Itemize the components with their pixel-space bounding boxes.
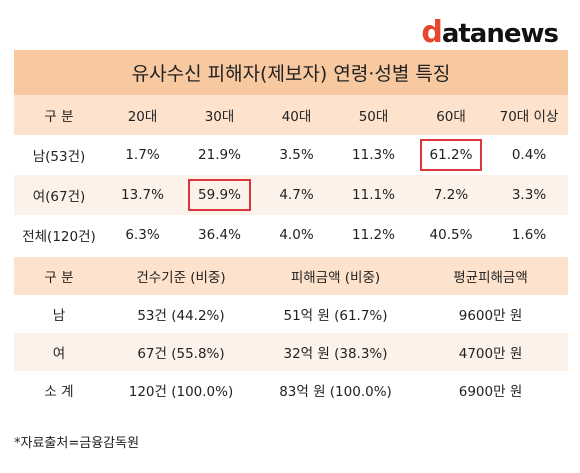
highlighted-cell: 59.9% bbox=[181, 175, 258, 215]
highlight-box: 61.2% bbox=[419, 139, 483, 171]
row-label: 여 bbox=[14, 333, 104, 371]
table-cell: 6.3% bbox=[104, 215, 181, 255]
table-cell: 11.2% bbox=[335, 215, 412, 255]
header-cell: 60대 bbox=[412, 95, 490, 135]
table-row: 여(67건) 13.7% 59.9% 4.7% 11.1% 7.2% 3.3% bbox=[14, 175, 568, 215]
amount-table-header-row: 구 분 건수기준 (비중) 피해금액 (비중) 평균피해금액 bbox=[14, 257, 568, 295]
amount-table: 구 분 건수기준 (비중) 피해금액 (비중) 평균피해금액 남 53건 (44… bbox=[14, 257, 568, 409]
table-cell: 4.7% bbox=[258, 175, 335, 215]
highlighted-cell: 61.2% bbox=[412, 135, 490, 175]
table-cell: 7.2% bbox=[412, 175, 490, 215]
row-label: 소 계 bbox=[14, 371, 104, 409]
table-cell: 4700만 원 bbox=[413, 333, 568, 371]
table-row: 소 계 120건 (100.0%) 83억 원 (100.0%) 6900만 원 bbox=[14, 371, 568, 409]
header-cell: 50대 bbox=[335, 95, 412, 135]
header-cell: 70대 이상 bbox=[490, 95, 568, 135]
row-label: 전체(120건) bbox=[14, 215, 104, 255]
header-cell: 피해금액 (비중) bbox=[258, 257, 413, 295]
age-table-header-row: 구 분 20대 30대 40대 50대 60대 70대 이상 bbox=[14, 95, 568, 135]
header-cell: 구 분 bbox=[14, 257, 104, 295]
row-label: 남(53건) bbox=[14, 135, 104, 175]
row-label: 남 bbox=[14, 295, 104, 333]
table-title: 유사수신 피해자(제보자) 연령·성별 특징 bbox=[14, 50, 568, 95]
table-row: 여 67건 (55.8%) 32억 원 (38.3%) 4700만 원 bbox=[14, 333, 568, 371]
table-cell: 13.7% bbox=[104, 175, 181, 215]
table-cell: 40.5% bbox=[412, 215, 490, 255]
highlight-box: 59.9% bbox=[188, 179, 251, 211]
row-label: 여(67건) bbox=[14, 175, 104, 215]
header-cell: 40대 bbox=[258, 95, 335, 135]
table-cell: 120건 (100.0%) bbox=[104, 371, 258, 409]
table-cell: 4.0% bbox=[258, 215, 335, 255]
header-cell: 30대 bbox=[181, 95, 258, 135]
datanews-logo: datanews bbox=[421, 15, 559, 50]
table-cell: 32억 원 (38.3%) bbox=[258, 333, 413, 371]
table-cell: 3.3% bbox=[490, 175, 568, 215]
table-cell: 53건 (44.2%) bbox=[104, 295, 258, 333]
header-cell: 평균피해금액 bbox=[413, 257, 568, 295]
table-cell: 1.6% bbox=[490, 215, 568, 255]
header-cell: 구 분 bbox=[14, 95, 104, 135]
table-cell: 3.5% bbox=[258, 135, 335, 175]
table-cell: 21.9% bbox=[181, 135, 258, 175]
table-cell: 1.7% bbox=[104, 135, 181, 175]
header-cell: 20대 bbox=[104, 95, 181, 135]
table-cell: 83억 원 (100.0%) bbox=[258, 371, 413, 409]
table-cell: 67건 (55.8%) bbox=[104, 333, 258, 371]
table-cell: 11.1% bbox=[335, 175, 412, 215]
header-cell: 건수기준 (비중) bbox=[104, 257, 258, 295]
table-cell: 11.3% bbox=[335, 135, 412, 175]
table-row: 전체(120건) 6.3% 36.4% 4.0% 11.2% 40.5% 1.6… bbox=[14, 215, 568, 255]
source-footnote: *자료출처=금융감독원 bbox=[14, 436, 140, 451]
age-table: 구 분 20대 30대 40대 50대 60대 70대 이상 남(53건) 1.… bbox=[14, 95, 568, 255]
table-cell: 0.4% bbox=[490, 135, 568, 175]
table-cell: 36.4% bbox=[181, 215, 258, 255]
table-cell: 6900만 원 bbox=[413, 371, 568, 409]
table-cell: 51억 원 (61.7%) bbox=[258, 295, 413, 333]
table-row: 남 53건 (44.2%) 51억 원 (61.7%) 9600만 원 bbox=[14, 295, 568, 333]
table-cell: 9600만 원 bbox=[413, 295, 568, 333]
table-row: 남(53건) 1.7% 21.9% 3.5% 11.3% 61.2% 0.4% bbox=[14, 135, 568, 175]
